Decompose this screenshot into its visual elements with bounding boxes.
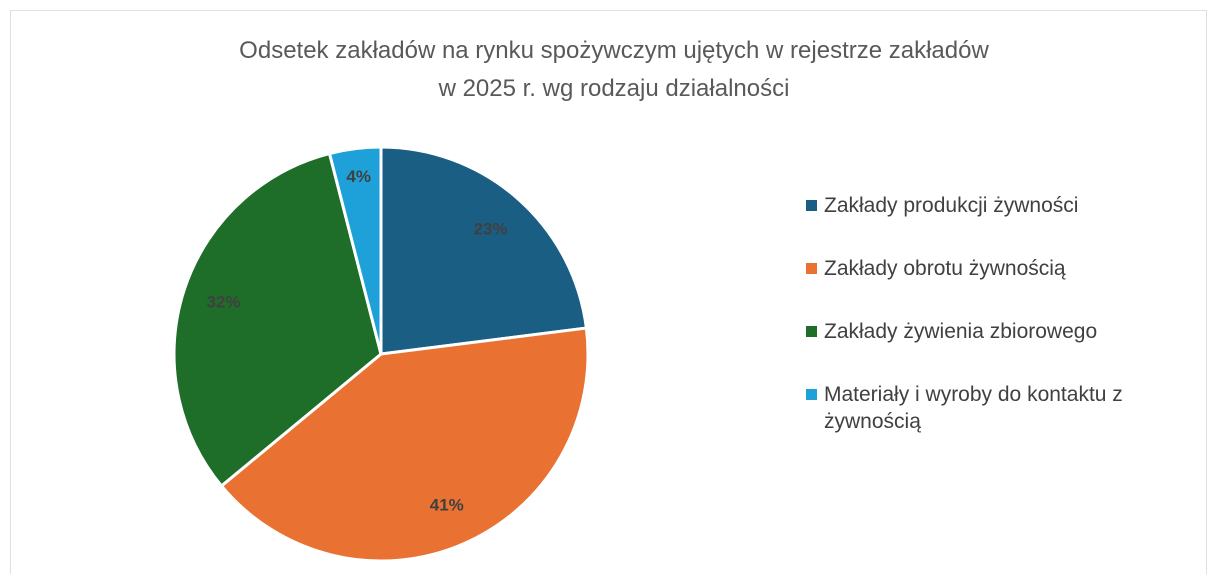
legend-label: Materiały i wyroby do kontaktu z żywnośc…	[824, 383, 1123, 433]
legend-item: Zakłady obrotu żywnością	[806, 255, 1206, 282]
legend-swatch	[806, 326, 817, 337]
chart-title: Odsetek zakładów na rynku spożywczym uję…	[239, 37, 989, 64]
data-label: 23%	[473, 219, 507, 238]
legend-swatch	[806, 200, 817, 211]
legend-item: Zakłady żywienia zbiorowego	[806, 318, 1206, 345]
legend-item: Zakłady produkcji żywności	[806, 192, 1206, 219]
pie-slice	[172, 151, 383, 489]
data-label: 4%	[346, 167, 371, 186]
pie-slice	[219, 326, 590, 563]
chart-title: w 2025 r. wg rodzaju działalności	[438, 75, 790, 102]
legend-item: Materiały i wyroby do kontaktu z żywnośc…	[806, 381, 1206, 435]
legend-label: Zakłady żywienia zbiorowego	[824, 320, 1098, 343]
data-label: 32%	[206, 292, 240, 311]
legend: Zakłady produkcji żywności Zakłady obrotu…	[806, 192, 1206, 471]
legend-label: Zakłady obrotu żywnością	[824, 257, 1066, 280]
pie-slice	[327, 145, 383, 355]
legend-swatch	[806, 389, 817, 400]
pie-slice	[379, 145, 589, 356]
legend-label: Zakłady produkcji żywności	[824, 194, 1079, 217]
chart-border	[10, 10, 1207, 574]
data-label: 41%	[430, 495, 464, 514]
legend-swatch	[806, 263, 817, 274]
